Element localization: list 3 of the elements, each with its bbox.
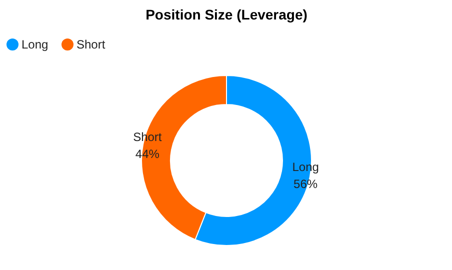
chart-title: Position Size (Leverage) (146, 6, 308, 22)
legend-label: Long (22, 38, 48, 52)
legend-label: Short (76, 38, 106, 52)
